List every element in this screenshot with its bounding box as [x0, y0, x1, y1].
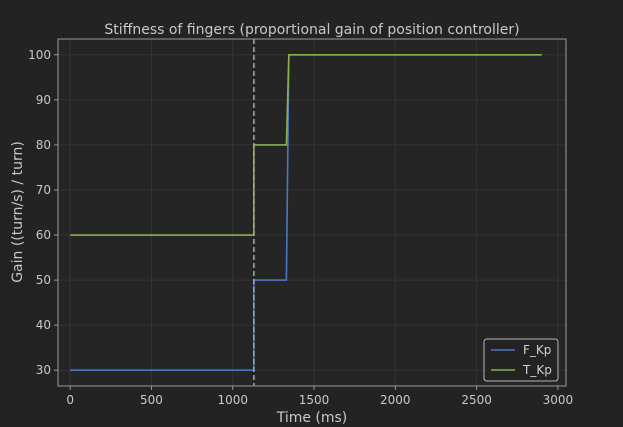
series-line-t-kp: [70, 53, 542, 236]
plot-area: [58, 39, 566, 386]
plot-frame: [57, 38, 567, 387]
x-tick-label: 0: [66, 393, 74, 407]
x-tick-label: 1000: [217, 393, 248, 407]
y-tick-label: 80: [36, 138, 51, 152]
y-tick-label: 100: [28, 48, 51, 62]
y-tick-label: 60: [36, 228, 51, 242]
x-axis-ticks: 0 500 1000 1500 2000 2500 3000: [66, 386, 573, 407]
chart-title: Stiffness of fingers (proportional gain …: [104, 22, 519, 38]
y-tick-label: 70: [36, 183, 51, 197]
y-axis-label: Gain ((turn/s) / turn): [10, 141, 26, 283]
y-tick-label: 40: [36, 318, 51, 332]
series-layer: [70, 53, 542, 372]
x-axis-label: Time (ms): [276, 410, 348, 426]
x-tick-label: 500: [140, 393, 163, 407]
x-tick-label: 1500: [299, 393, 330, 407]
x-tick-label: 2000: [380, 393, 411, 407]
legend: F_Kp T_Kp: [483, 338, 559, 382]
y-axis-ticks: 30 40 50 60 70 80 90 100: [28, 48, 58, 377]
x-tick-label: 2500: [461, 393, 492, 407]
x-tick-label: 3000: [543, 393, 574, 407]
y-tick-label: 30: [36, 363, 51, 377]
y-tick-label: 90: [36, 93, 51, 107]
y-tick-label: 50: [36, 273, 51, 287]
legend-label-t-kp: T_Kp: [522, 363, 552, 377]
legend-label-f-kp: F_Kp: [523, 343, 551, 357]
